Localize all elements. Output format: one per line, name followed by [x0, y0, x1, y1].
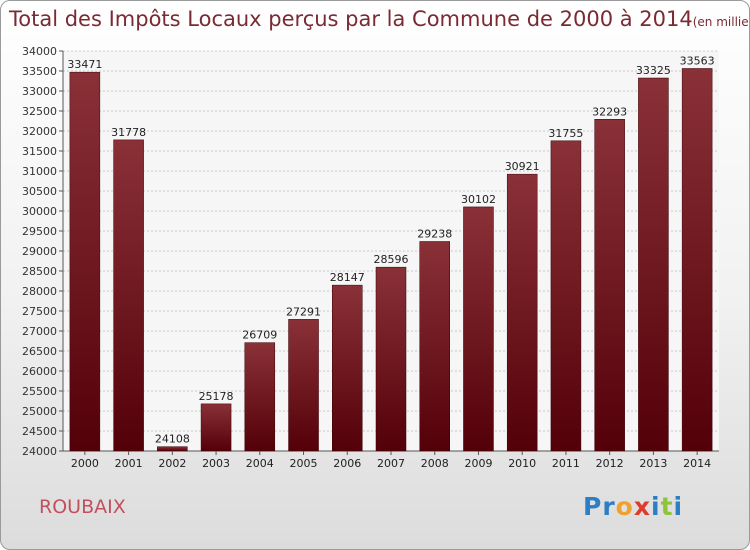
y-tick-label: 28000: [22, 285, 57, 298]
city-name: ROUBAIX: [39, 496, 126, 518]
logo-letter: i: [673, 492, 684, 521]
y-tick-label: 25000: [22, 405, 57, 418]
x-tick-label: 2004: [246, 457, 274, 470]
x-tick-label: 2009: [464, 457, 492, 470]
y-tick-label: 31500: [22, 145, 57, 158]
y-tick-label: 24000: [22, 445, 57, 458]
x-tick-label: 2002: [158, 457, 186, 470]
bar-value-label: 31755: [548, 127, 583, 140]
bar: [69, 71, 101, 452]
bar-value-label: 28147: [330, 271, 365, 284]
x-tick-label: 2007: [377, 457, 405, 470]
x-tick-label: 2001: [115, 457, 143, 470]
bar: [244, 342, 276, 452]
bar-value-label: 33325: [636, 64, 671, 77]
bar: [419, 241, 450, 452]
x-tick-label: 2012: [596, 457, 624, 470]
bar: [332, 284, 363, 452]
bar-value-label: 26709: [242, 329, 277, 342]
y-tick-label: 26500: [22, 345, 57, 358]
bar-value-label: 27291: [286, 305, 321, 318]
logo-letter: P: [583, 492, 603, 521]
bar: [463, 206, 494, 452]
y-tick-label: 31000: [22, 165, 57, 178]
x-tick-label: 2000: [71, 457, 99, 470]
bar: [506, 173, 538, 452]
bar-value-label: 25178: [199, 390, 234, 403]
bar: [375, 266, 407, 452]
bar-value-label: 33563: [680, 54, 715, 67]
y-tick-label: 29500: [22, 225, 57, 238]
proxiti-logo: Proxiti: [583, 492, 683, 521]
y-tick-label: 28500: [22, 265, 57, 278]
bar: [113, 139, 144, 452]
bar-value-label: 29238: [417, 227, 452, 240]
y-tick-label: 32500: [22, 105, 57, 118]
x-tick-label: 2014: [683, 457, 711, 470]
bar: [157, 446, 188, 452]
logo-letter: x: [633, 492, 651, 521]
y-tick-label: 30500: [22, 185, 57, 198]
bar-value-label: 30921: [505, 160, 540, 173]
y-tick-label: 29000: [22, 245, 57, 258]
bar-value-label: 28596: [374, 253, 409, 266]
y-tick-label: 34000: [22, 45, 57, 58]
y-tick-label: 33500: [22, 65, 57, 78]
bar: [638, 77, 669, 452]
logo-letter: i: [651, 492, 661, 521]
bar-value-label: 32293: [592, 105, 627, 118]
bar: [288, 319, 319, 452]
y-tick-label: 32000: [22, 125, 57, 138]
chart-unit: (en milliers d'€): [692, 15, 749, 29]
x-tick-label: 2010: [508, 457, 536, 470]
y-tick-label: 27500: [22, 305, 57, 318]
chart-title-text: Total des Impôts Locaux perçus par la Co…: [9, 7, 693, 31]
logo-letter: t: [660, 492, 674, 521]
x-tick-label: 2011: [552, 457, 580, 470]
bar-value-label: 31778: [111, 126, 146, 139]
x-tick-label: 2003: [202, 457, 230, 470]
bar: [594, 119, 625, 452]
x-tick-label: 2005: [290, 457, 318, 470]
bar: [550, 140, 582, 452]
bar-value-label: 24108: [155, 433, 190, 446]
bar: [200, 403, 232, 452]
x-tick-label: 2006: [333, 457, 361, 470]
y-tick-label: 27000: [22, 325, 57, 338]
chart-title: Total des Impôts Locaux perçus par la Co…: [9, 7, 749, 31]
y-tick-label: 33000: [22, 85, 57, 98]
x-tick-label: 2013: [639, 457, 667, 470]
logo-letter: o: [615, 492, 634, 521]
bar-value-label: 33471: [67, 58, 102, 71]
bar-value-label: 30102: [461, 193, 496, 206]
logo-letter: r: [602, 492, 616, 521]
x-tick-label: 2008: [421, 457, 449, 470]
y-tick-label: 25500: [22, 385, 57, 398]
y-tick-label: 26000: [22, 365, 57, 378]
y-tick-label: 30000: [22, 205, 57, 218]
y-tick-label: 24500: [22, 425, 57, 438]
bar: [681, 68, 713, 452]
